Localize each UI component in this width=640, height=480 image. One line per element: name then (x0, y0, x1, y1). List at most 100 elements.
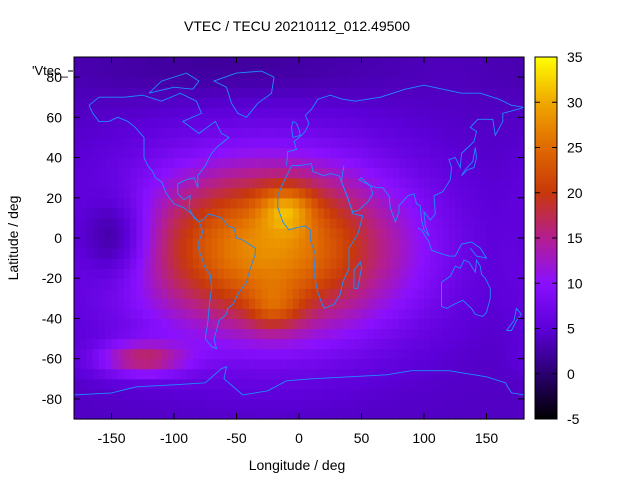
heatmap-cell (486, 217, 494, 229)
heatmap-cell (274, 338, 281, 350)
heatmap-cell (399, 97, 406, 108)
heatmap-cell (517, 258, 525, 269)
coast-north-america (88, 92, 230, 223)
heatmap-cell (280, 67, 288, 78)
heatmap-cell (474, 157, 481, 169)
heatmap-cell (511, 238, 519, 249)
heatmap-cell (74, 217, 81, 229)
heatmap-cell (236, 97, 244, 108)
heatmap-cell (349, 77, 356, 88)
heatmap-cell (380, 298, 388, 309)
heatmap-cell (117, 217, 125, 229)
heatmap-cell (242, 227, 250, 239)
heatmap-cell (280, 238, 288, 249)
heatmap-cell (280, 147, 288, 159)
heatmap-cell (155, 117, 163, 128)
heatmap-cell (92, 318, 100, 330)
heatmap-cell (117, 227, 125, 239)
heatmap-cell (86, 378, 94, 390)
heatmap-cell (399, 378, 406, 390)
heatmap-cell (517, 338, 525, 350)
heatmap-cell (86, 157, 94, 169)
heatmap-cell (411, 248, 419, 259)
heatmap-cell (242, 127, 250, 139)
heatmap-cell (286, 308, 294, 320)
heatmap-cell (211, 117, 219, 128)
heatmap-cell (236, 238, 244, 249)
heatmap-cell (417, 378, 425, 390)
heatmap-cell (155, 207, 163, 219)
heatmap-cell (74, 107, 81, 118)
heatmap-cell (161, 197, 169, 209)
heatmap-cell (217, 177, 225, 189)
heatmap-cell (192, 248, 200, 259)
heatmap-cell (367, 167, 375, 179)
heatmap-cell (330, 398, 338, 410)
heatmap-cell (305, 177, 313, 189)
heatmap-cell (349, 318, 356, 330)
heatmap-cell (186, 348, 194, 360)
heatmap-cell (292, 137, 300, 149)
heatmap-cell (205, 97, 213, 108)
heatmap-cell (86, 137, 94, 149)
heatmap-cell (224, 268, 231, 279)
heatmap-cell (436, 57, 444, 68)
heatmap-cell (230, 328, 238, 340)
heatmap-cell (342, 368, 350, 380)
heatmap-cell (355, 127, 363, 139)
heatmap-cell (349, 157, 356, 169)
heatmap-cell (199, 278, 206, 289)
heatmap-cell (361, 57, 369, 68)
heatmap-cell (161, 87, 169, 98)
heatmap-cell (474, 258, 481, 269)
heatmap-cell (86, 248, 94, 259)
heatmap-cell (292, 217, 300, 229)
heatmap-cell (274, 87, 281, 98)
heatmap-cell (442, 167, 450, 179)
heatmap-cell (267, 248, 275, 259)
heatmap-cell (449, 308, 456, 320)
heatmap-cell (430, 288, 438, 299)
heatmap-cell (380, 278, 388, 289)
heatmap-cell (430, 107, 438, 118)
heatmap-cell (242, 378, 250, 390)
heatmap-cell (236, 378, 244, 390)
heatmap-cell (467, 288, 475, 299)
heatmap-cell (142, 207, 150, 219)
heatmap-cell (136, 147, 144, 159)
heatmap-cell (424, 57, 431, 68)
heatmap-cell (474, 308, 481, 320)
heatmap-cell (411, 197, 419, 209)
heatmap-cell (336, 288, 344, 299)
heatmap-cell (430, 97, 438, 108)
heatmap-cell (224, 378, 231, 390)
heatmap-cell (161, 77, 169, 88)
heatmap-cell (436, 408, 444, 420)
heatmap-cell (280, 348, 288, 360)
heatmap-cell (111, 197, 119, 209)
heatmap-cell (305, 238, 313, 249)
heatmap-cell (405, 398, 413, 410)
heatmap-cell (336, 227, 344, 239)
heatmap-cell (174, 197, 181, 209)
heatmap-cell (130, 318, 138, 330)
heatmap-cell (286, 338, 294, 350)
heatmap-cell (417, 388, 425, 400)
heatmap-cell (92, 167, 100, 179)
heatmap-cell (424, 388, 431, 400)
heatmap-cell (92, 378, 100, 390)
heatmap-cell (186, 227, 194, 239)
heatmap-cell (399, 147, 406, 159)
heatmap-cell (149, 227, 156, 239)
heatmap-cell (217, 338, 225, 350)
heatmap-cell (242, 318, 250, 330)
heatmap-cell (230, 107, 238, 118)
heatmap-cell (224, 217, 231, 229)
heatmap-cell (361, 137, 369, 149)
heatmap-cell (336, 358, 344, 370)
heatmap-cell (149, 268, 156, 279)
heatmap-cell (305, 248, 313, 259)
heatmap-cell (161, 67, 169, 78)
heatmap-cell (349, 328, 356, 340)
heatmap-cell (436, 167, 444, 179)
